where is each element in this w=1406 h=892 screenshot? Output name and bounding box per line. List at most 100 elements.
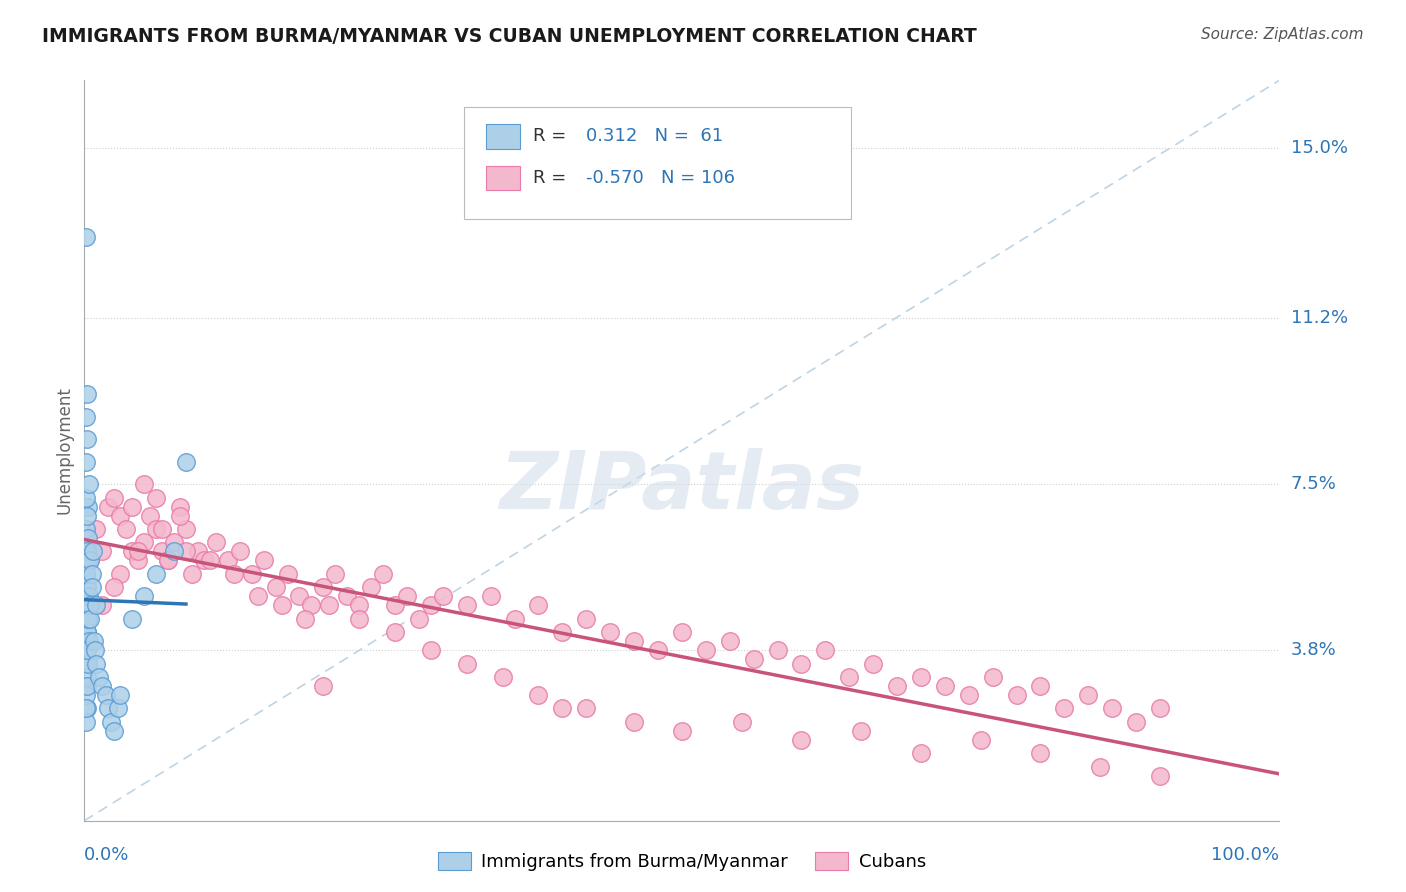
Point <box>527 599 550 613</box>
Point <box>145 566 167 581</box>
Point <box>163 544 186 558</box>
Point <box>790 657 813 671</box>
Point <box>86 522 108 536</box>
Point <box>132 589 156 603</box>
Point <box>169 500 191 514</box>
Point <box>294 612 316 626</box>
Point <box>77 634 100 648</box>
Point <box>77 553 100 567</box>
Point <box>79 553 101 567</box>
Point <box>76 701 98 715</box>
Point <box>1149 769 1171 783</box>
Point <box>456 599 478 613</box>
Point <box>623 714 645 729</box>
Point <box>814 643 837 657</box>
Point <box>1077 688 1099 702</box>
Point <box>76 625 98 640</box>
Point <box>82 544 104 558</box>
Point <box>127 544 149 558</box>
Point <box>145 522 167 536</box>
Point <box>198 553 221 567</box>
Point <box>695 643 717 657</box>
Point <box>110 688 132 702</box>
Point <box>80 580 103 594</box>
Point <box>551 625 574 640</box>
Point <box>86 657 108 671</box>
Point <box>76 544 98 558</box>
Point <box>886 679 908 693</box>
Text: IMMIGRANTS FROM BURMA/MYANMAR VS CUBAN UNEMPLOYMENT CORRELATION CHART: IMMIGRANTS FROM BURMA/MYANMAR VS CUBAN U… <box>42 27 977 45</box>
Point <box>312 580 335 594</box>
Point <box>77 612 100 626</box>
Point <box>115 522 138 536</box>
Point <box>110 508 132 523</box>
Text: Source: ZipAtlas.com: Source: ZipAtlas.com <box>1201 27 1364 42</box>
Point <box>87 670 110 684</box>
Point <box>77 477 100 491</box>
Text: -0.570   N = 106: -0.570 N = 106 <box>586 169 735 187</box>
Point <box>766 643 789 657</box>
Point <box>671 625 693 640</box>
Point <box>163 535 186 549</box>
Point <box>75 688 97 702</box>
Point <box>75 409 97 424</box>
Point <box>75 230 97 244</box>
Point <box>623 634 645 648</box>
Point <box>1125 714 1147 729</box>
Point <box>312 679 335 693</box>
Point <box>75 701 97 715</box>
Point <box>75 634 97 648</box>
Point <box>1005 688 1028 702</box>
Point <box>647 643 669 657</box>
Point <box>575 701 598 715</box>
Point <box>1149 701 1171 715</box>
Point <box>527 688 550 702</box>
Point <box>1090 760 1112 774</box>
Point <box>336 589 359 603</box>
Text: 11.2%: 11.2% <box>1291 310 1348 327</box>
Point <box>1029 747 1052 761</box>
Point <box>174 544 197 558</box>
Point <box>110 566 132 581</box>
Y-axis label: Unemployment: Unemployment <box>55 386 73 515</box>
Point <box>301 599 323 613</box>
Point <box>139 508 162 523</box>
Point <box>79 553 101 567</box>
Point <box>76 589 98 603</box>
Point <box>671 723 693 738</box>
Point <box>246 589 269 603</box>
Point <box>360 580 382 594</box>
Point <box>479 589 502 603</box>
Point <box>205 535 228 549</box>
Point <box>187 544 209 558</box>
Point <box>121 612 143 626</box>
Point <box>551 701 574 715</box>
Point <box>432 589 454 603</box>
Point <box>169 508 191 523</box>
Point <box>396 589 419 603</box>
Point <box>742 652 765 666</box>
Point <box>77 589 100 603</box>
Point <box>75 455 97 469</box>
Point <box>127 553 149 567</box>
Point <box>150 544 173 558</box>
Point <box>420 599 443 613</box>
Point <box>76 643 98 657</box>
Point <box>264 580 287 594</box>
Point <box>270 599 292 613</box>
Point <box>384 625 406 640</box>
Point <box>288 589 311 603</box>
Point <box>132 535 156 549</box>
Point <box>420 643 443 657</box>
Point <box>575 612 598 626</box>
Point <box>77 612 100 626</box>
Point <box>121 500 143 514</box>
Point <box>790 732 813 747</box>
Legend: Immigrants from Burma/Myanmar, Cubans: Immigrants from Burma/Myanmar, Cubans <box>430 845 934 879</box>
Point <box>75 657 97 671</box>
Point <box>957 688 980 702</box>
Point <box>76 387 98 401</box>
Point <box>456 657 478 671</box>
Text: R =: R = <box>533 169 572 187</box>
Point <box>75 566 97 581</box>
